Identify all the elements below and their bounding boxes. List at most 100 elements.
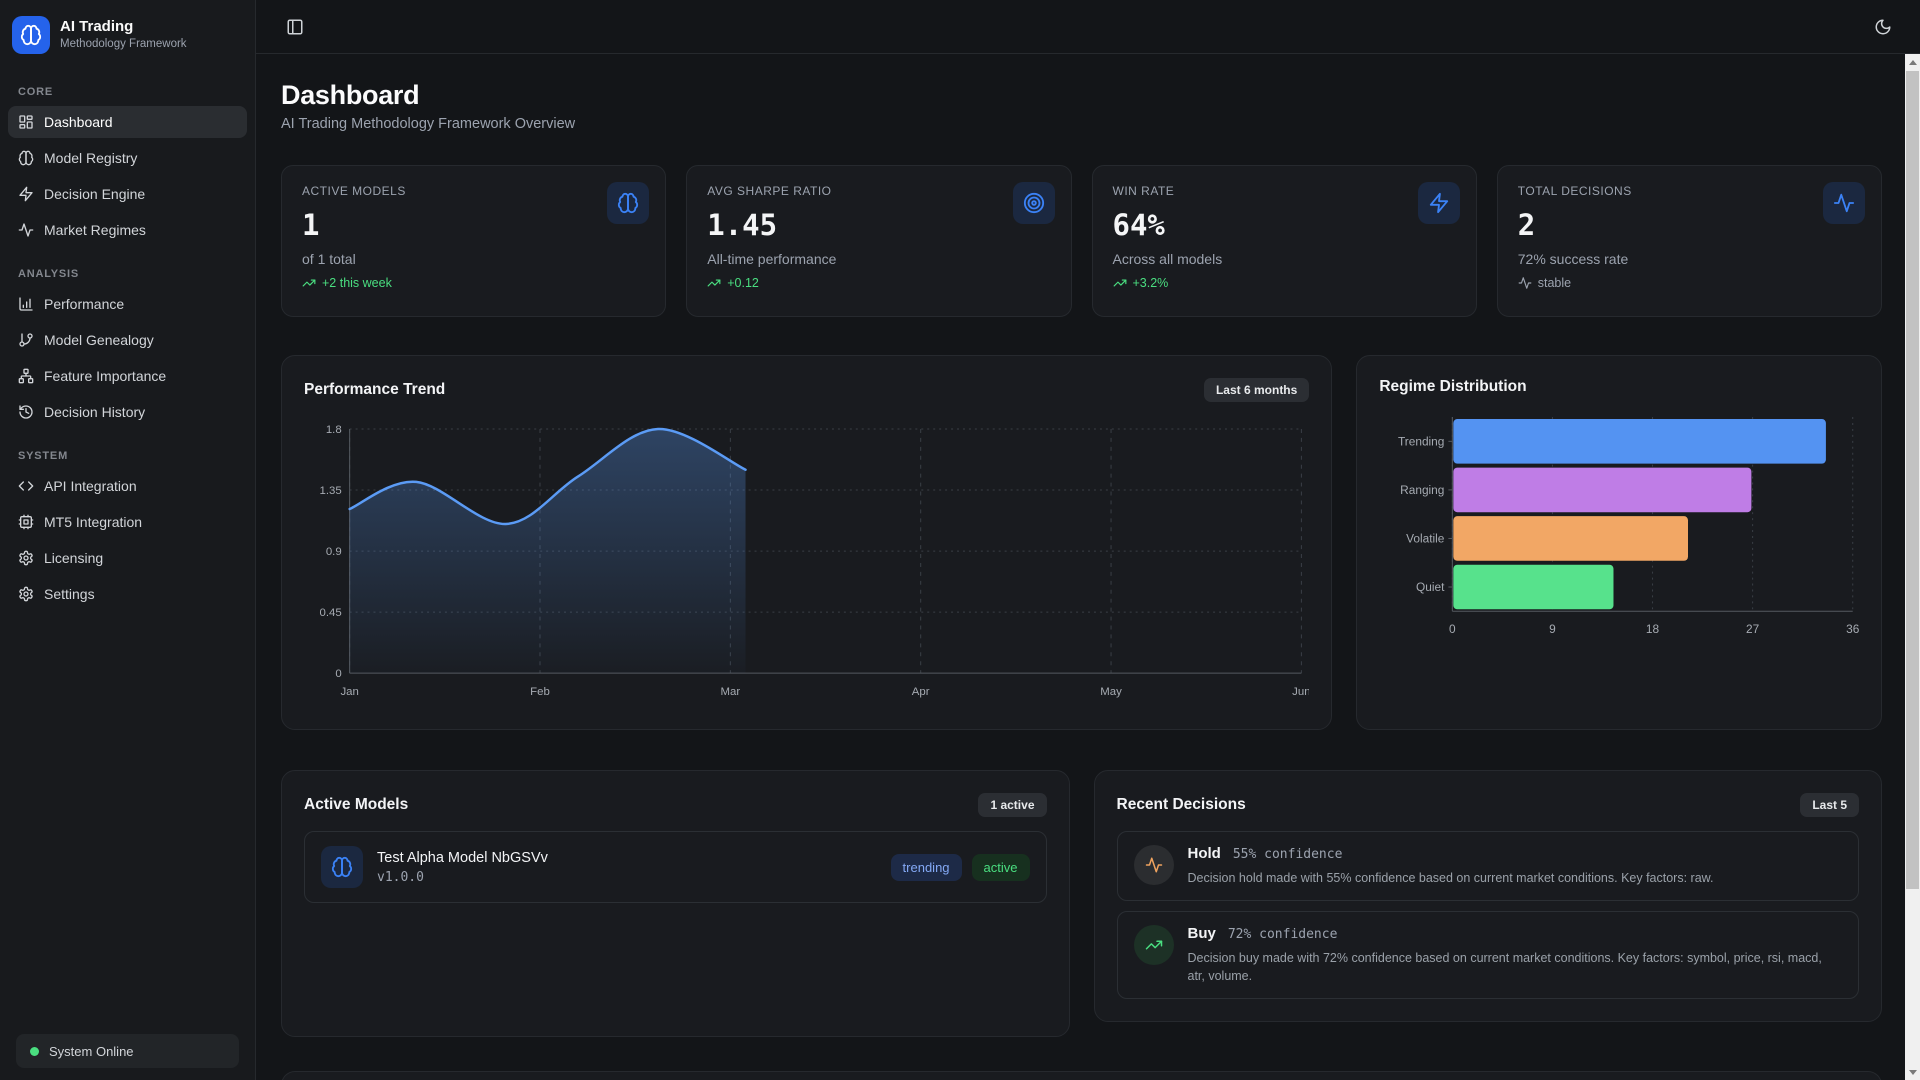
stat-subtext: 72% success rate [1517,251,1629,267]
page-title: Dashboard [281,80,420,110]
decision-icon-circle [1133,845,1174,885]
scrollbar-up-arrow[interactable] [1905,54,1920,70]
charts-row: Performance Trend Last 6 months 0 0.45 0.9… [281,355,1882,730]
history-icon [19,405,33,419]
app-title-block: AI Trading Methodology Framework [60,18,187,51]
decision-confidence: 72% confidence [1227,927,1338,943]
svg-text:1.8: 1.8 [326,424,342,436]
theme-toggle-button[interactable] [1874,18,1892,36]
svg-text:Apr: Apr [912,686,930,698]
svg-text:Ranging: Ranging [1400,483,1444,497]
scrollbar-down-arrow[interactable] [1905,1064,1920,1080]
time-range-badge[interactable]: Last 6 months [1203,378,1310,402]
sidebar-item-label: Decision Engine [44,186,146,202]
performance-trend-card: Performance Trend Last 6 months 0 0.45 0.9… [281,355,1333,730]
next-section-card-partial [281,1071,1882,1080]
scrollbar-thumb[interactable] [1906,71,1919,889]
sidebar-item-label: Model Registry [44,150,138,166]
svg-text:Mar: Mar [721,686,741,698]
stat-icon-tile [1823,182,1865,224]
sidebar-item-dashboard[interactable]: Dashboard [8,106,247,138]
zap-icon [19,186,33,202]
sidebar-nav: CORE Dashboard Model Registry Decision Engi… [8,64,247,614]
model-info: Test Alpha Model NbGSVv v1.0.0 [377,850,548,885]
nav-section-label: SYSTEM [18,450,69,462]
stat-label: WIN RATE [1112,184,1175,198]
recent-decisions-title: Recent Decisions [1116,796,1246,813]
gear-icon [19,550,33,566]
activity-icon [18,223,34,237]
svg-text:0.45: 0.45 [320,607,342,619]
git-branch-icon [19,333,33,347]
active-count-badge: 1 active [978,793,1047,817]
decision-item-buy[interactable]: Buy 72% confidence Decision buy made with … [1116,911,1859,1000]
area-fill [349,428,746,674]
activity-icon [1833,193,1855,213]
sidebar-item-market-regimes[interactable]: Market Regimes [8,214,247,246]
decision-action: Hold [1187,845,1221,862]
decision-item-hold[interactable]: Hold 55% confidence Decision hold made wit… [1116,831,1859,902]
stat-card-win-rate: WIN RATE 64% Across all models +3.2% [1091,165,1477,317]
panel-left-icon [287,19,303,34]
sidebar-item-label: Decision History [44,404,146,420]
trending-up-icon [1113,279,1126,287]
decision-action: Buy [1187,925,1216,943]
sidebar-item-mt5-integration[interactable]: MT5 Integration [8,506,247,538]
nav-section-label: CORE [18,86,53,98]
decision-confidence: 55% confidence [1232,847,1343,862]
app-logo-row: AI Trading Methodology Framework [8,12,247,64]
sidebar-item-label: Performance [44,296,125,312]
sidebar-toggle-button[interactable] [286,18,304,36]
decision-body: Hold 55% confidence Decision hold made wit… [1188,845,1714,887]
svg-text:Jun: Jun [1292,686,1309,698]
model-regime-badge: trending [890,853,962,881]
trending-up-icon [707,279,721,287]
sidebar-item-decision-engine[interactable]: Decision Engine [8,178,247,210]
stat-delta-label: +2 this week [322,276,392,290]
sidebar-item-performance[interactable]: Performance [8,288,247,320]
model-list-item[interactable]: Test Alpha Model NbGSVv v1.0.0 trending … [304,831,1047,903]
app-subtitle: Methodology Framework [60,38,187,51]
sidebar-item-settings[interactable]: Settings [8,578,247,610]
stat-value: 64% [1112,208,1165,242]
nav-section-label: ANALYSIS [18,268,80,280]
sidebar-item-decision-history[interactable]: Decision History [8,396,247,428]
svg-text:Volatile: Volatile [1406,531,1445,545]
sidebar-item-api-integration[interactable]: API Integration [8,470,247,502]
main-area: Dashboard AI Trading Methodology Framewo… [256,0,1920,1080]
svg-text:May: May [1100,686,1122,698]
stat-card-avg-sharpe-ratio: AVG SHARPE RATIO 1.45 All-time performance… [686,165,1072,317]
stat-value: 2 [1517,208,1536,242]
system-status-pill: System Online [16,1034,239,1068]
sidebar-item-model-registry[interactable]: Model Registry [8,142,247,174]
sidebar-item-feature-importance[interactable]: Feature Importance [8,360,247,392]
sidebar-item-label: API Integration [44,478,137,494]
brain-icon [331,856,353,878]
stat-subtext: All-time performance [707,251,837,267]
trend-line [348,427,747,526]
stat-delta: +2 this week [302,276,645,290]
regime-distribution-chart: 0 9 18 27 36 Trending Ranging Volatile Quiet [1379,410,1859,656]
cpu-icon [18,514,34,530]
svg-text:Quiet: Quiet [1416,580,1445,594]
sidebar-item-label: Feature Importance [44,368,167,384]
regime-distribution-card: Regime Distribution 0 9 18 27 36 Trending Rang… [1356,355,1882,730]
brain-icon [18,150,34,166]
stat-icon-tile [1012,182,1055,224]
svg-text:9: 9 [1549,622,1556,636]
stat-delta: stable [1518,276,1861,290]
activity-icon [1145,857,1162,873]
sidebar-item-label: Dashboard [44,114,113,130]
decision-icon-circle [1133,925,1174,966]
network-icon [18,368,34,384]
brain-icon [618,192,639,214]
svg-text:Jan: Jan [340,686,358,698]
vertical-scrollbar[interactable] [1905,54,1920,1080]
activity-icon [1518,277,1532,289]
svg-text:36: 36 [1846,622,1859,636]
bottom-row: Active Models 1 active Test Alpha Model … [281,770,1882,1037]
last-5-badge: Last 5 [1800,793,1859,817]
sidebar-item-model-genealogy[interactable]: Model Genealogy [8,324,247,356]
regime-bar-ranging [1453,467,1752,513]
sidebar-item-licensing[interactable]: Licensing [8,542,247,574]
